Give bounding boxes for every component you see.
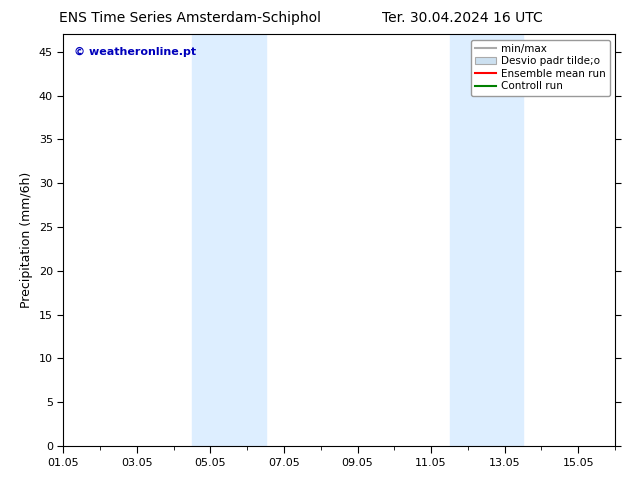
Text: Ter. 30.04.2024 16 UTC: Ter. 30.04.2024 16 UTC [382,11,543,25]
Bar [450,34,523,446]
Text: © weatheronline.pt: © weatheronline.pt [74,47,197,57]
Legend: min/max, Desvio padr tilde;o, Ensemble mean run, Controll run: min/max, Desvio padr tilde;o, Ensemble m… [470,40,610,96]
Y-axis label: Precipitation (mm/6h): Precipitation (mm/6h) [20,172,34,308]
Text: ENS Time Series Amsterdam-Schiphol: ENS Time Series Amsterdam-Schiphol [59,11,321,25]
Bar [192,34,266,446]
